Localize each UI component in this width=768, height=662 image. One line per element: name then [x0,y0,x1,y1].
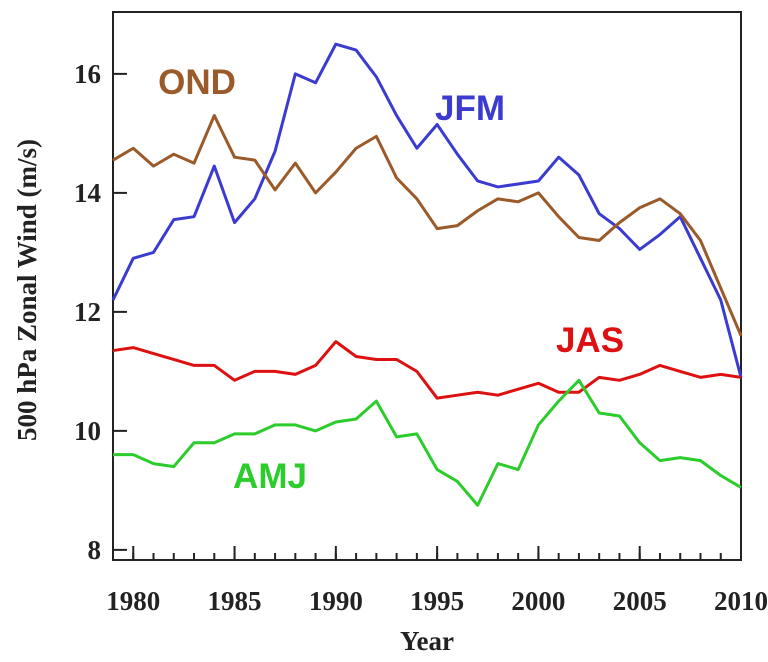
x-tick-label: 1995 [410,586,464,616]
series-line [112,114,743,337]
x-tick-label: 1990 [309,586,363,616]
y-tick-label: 10 [74,416,101,446]
plot-frame [112,11,742,561]
x-tick-label: 2005 [613,586,667,616]
x-tick-label: 1985 [208,586,262,616]
y-tick-label: 8 [88,535,102,565]
x-tick-label: 2000 [511,586,565,616]
series-label: JFM [435,89,505,128]
series-label: AMJ [233,457,307,496]
x-tick-label: 1980 [106,586,160,616]
series-label: OND [158,63,236,102]
x-tick-label: 2010 [714,586,768,616]
y-tick-label: 16 [74,59,101,89]
y-axis-title: 500 hPa Zonal Wind (m/s) [12,139,42,441]
series-line [111,42,743,378]
series-label: JAS [556,321,624,360]
series-line [113,378,742,507]
y-tick-label: 14 [74,178,101,208]
y-tick-label: 12 [74,297,101,327]
x-axis-title: Year [400,626,454,656]
series-line [112,340,742,400]
